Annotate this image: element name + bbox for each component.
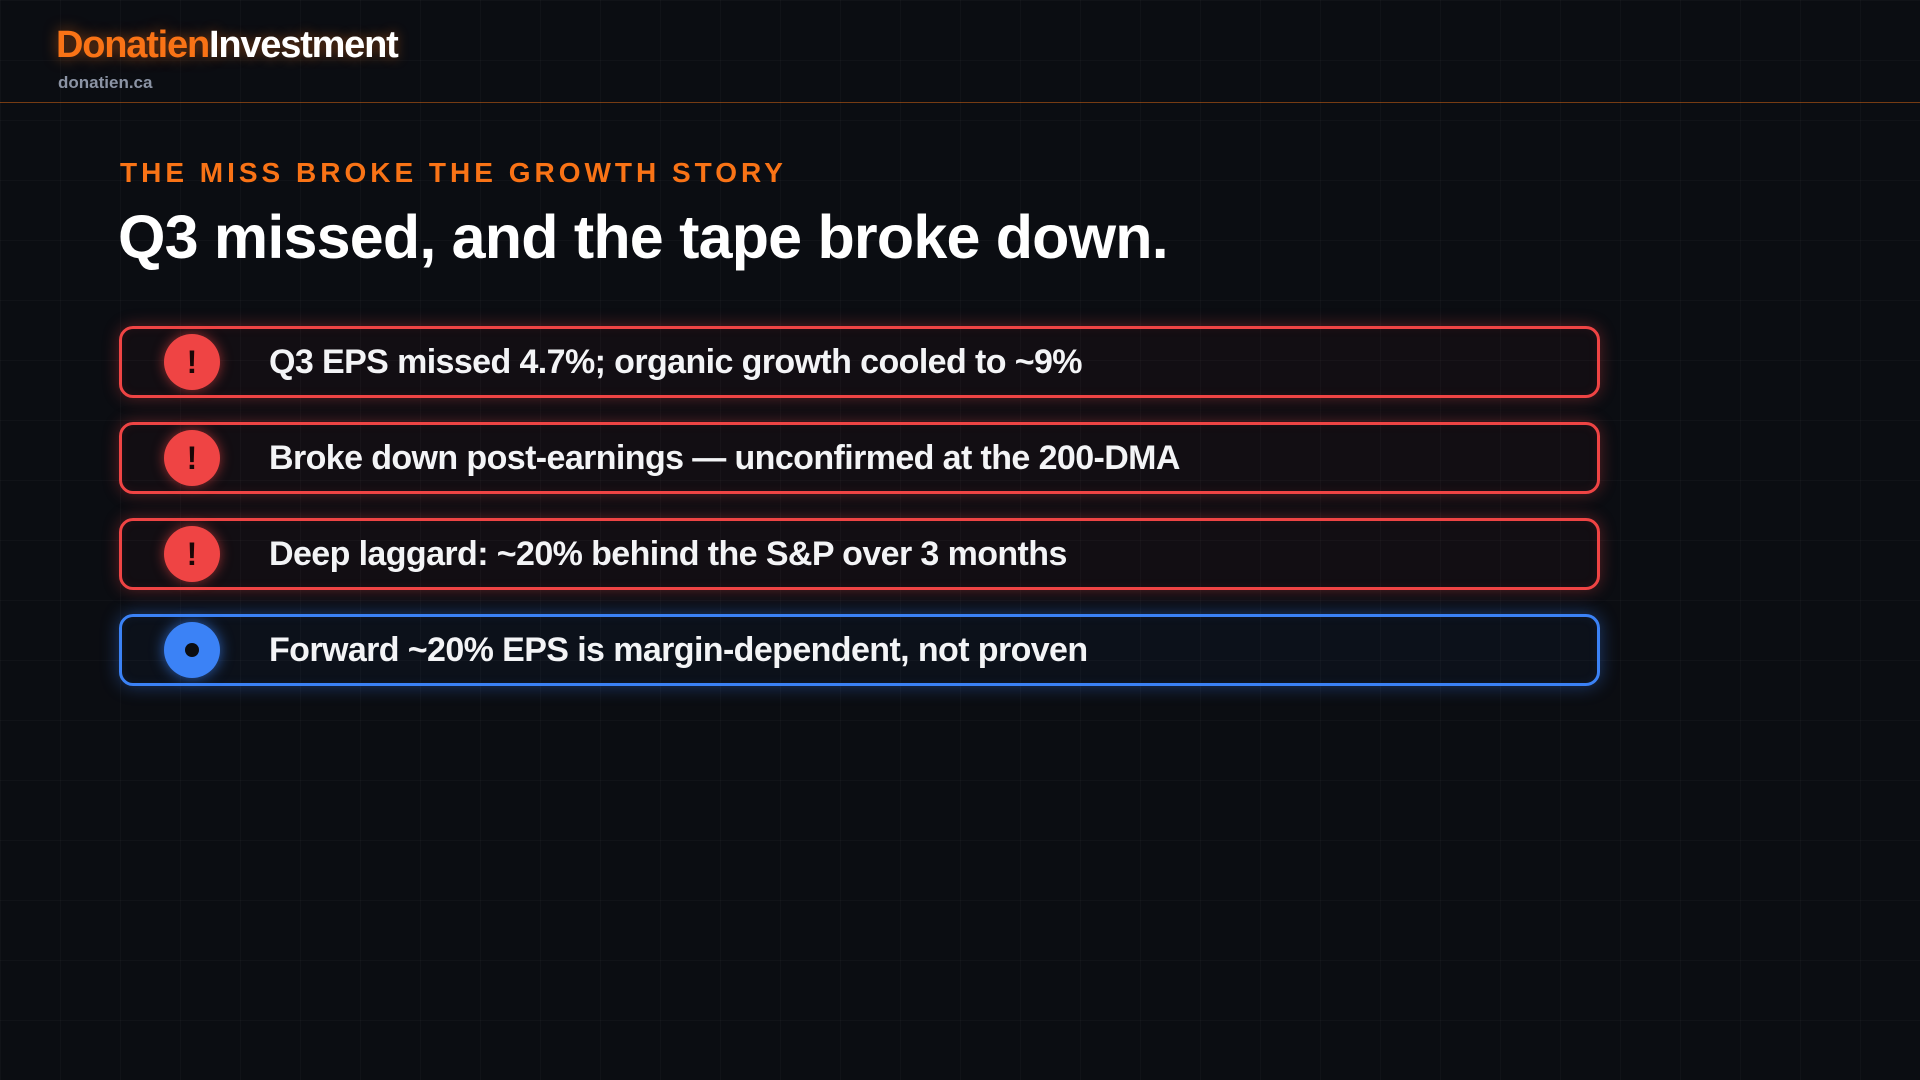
slide-eyebrow: THE MISS BROKE THE GROWTH STORY [120, 157, 787, 188]
header-bar: DonatienInvestment donatien.ca [0, 0, 1920, 103]
dot-icon [164, 622, 220, 678]
brand-name-primary: Donatien [56, 24, 210, 66]
exclamation-icon: ! [164, 526, 220, 582]
finding-item-forward-eps: Forward ~20% EPS is margin-dependent, no… [119, 614, 1600, 686]
finding-item-breakdown: ! Broke down post-earnings — unconfirmed… [119, 422, 1600, 494]
finding-text: Forward ~20% EPS is margin-dependent, no… [269, 631, 1088, 669]
exclamation-icon: ! [164, 334, 220, 390]
finding-text: Broke down post-earnings — unconfirmed a… [269, 439, 1180, 477]
site-url: donatien.ca [58, 73, 153, 92]
finding-text: Deep laggard: ~20% behind the S&P over 3… [269, 535, 1067, 573]
findings-list: ! Q3 EPS missed 4.7%; organic growth coo… [119, 326, 1600, 710]
brand-name-secondary: Investment [208, 24, 399, 66]
finding-item-laggard: ! Deep laggard: ~20% behind the S&P over… [119, 518, 1600, 590]
exclamation-icon: ! [164, 430, 220, 486]
slide-title: Q3 missed, and the tape broke down. [118, 203, 1169, 271]
finding-text: Q3 EPS missed 4.7%; organic growth coole… [269, 343, 1083, 381]
dot-icon-center [185, 643, 199, 657]
brand-logo: DonatienInvestment [56, 22, 399, 68]
finding-item-eps-miss: ! Q3 EPS missed 4.7%; organic growth coo… [119, 326, 1600, 398]
